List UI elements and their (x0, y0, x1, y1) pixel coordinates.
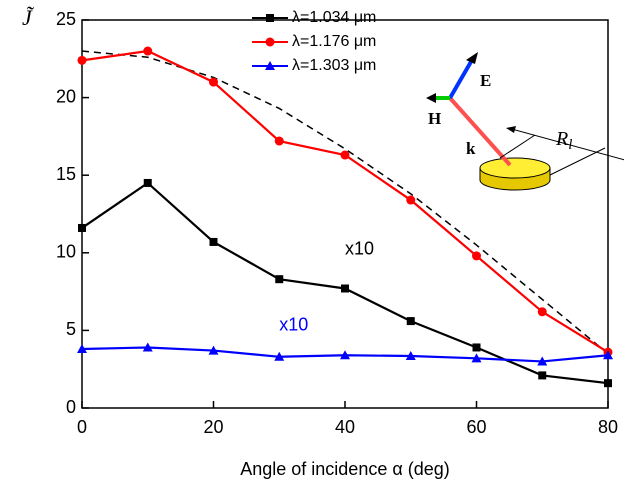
marker (208, 345, 219, 355)
annotation: x10 (279, 314, 308, 334)
marker (472, 343, 481, 352)
dimension-line (507, 127, 624, 161)
marker (209, 77, 218, 87)
marker (472, 251, 481, 261)
marker (406, 317, 415, 326)
y-tick-label: 5 (66, 319, 76, 339)
dimension-line (499, 134, 536, 159)
legend-marker (265, 37, 275, 47)
marker (275, 275, 284, 284)
marker (604, 379, 612, 388)
marker (603, 350, 613, 360)
arrow (506, 126, 516, 133)
marker (274, 351, 285, 361)
disk-top (479, 157, 551, 179)
inset: E H k Rl (426, 52, 624, 191)
marker (537, 307, 547, 317)
arrow (426, 93, 436, 103)
y-tick-label: 20 (56, 86, 76, 106)
marker (471, 353, 482, 363)
x-tick-label: 0 (77, 417, 87, 437)
k-vector (448, 96, 512, 167)
legend-label: λ=1.303 μm (292, 57, 376, 74)
x-axis-label: Angle of incidence α (deg) (240, 459, 450, 479)
x-tick-label: 40 (335, 417, 355, 437)
marker (406, 195, 416, 205)
legend-marker (265, 61, 275, 70)
marker (142, 342, 153, 352)
y-axis-label: J̃ (22, 5, 35, 30)
marker (537, 356, 548, 366)
marker (77, 344, 87, 354)
inset-label: H (428, 109, 441, 128)
plot-frame (81, 19, 609, 409)
arrow (466, 52, 478, 64)
inset-label: Rl (555, 128, 572, 154)
marker (274, 136, 284, 146)
series-line (81, 49, 609, 354)
inset-label: E (480, 71, 491, 90)
inset-subscript: l (568, 137, 572, 153)
marker (405, 351, 416, 361)
x-tick-label: 20 (203, 417, 223, 437)
marker (77, 55, 87, 65)
marker (209, 237, 218, 246)
dashed-curve (81, 50, 609, 355)
marker (78, 223, 86, 232)
y-tick-label: 0 (66, 397, 76, 417)
marker (341, 284, 349, 293)
e-vector (448, 58, 474, 100)
marker (340, 350, 350, 360)
legend-label: λ=1.034 μm (292, 9, 376, 26)
legend-label: λ=1.176 μm (292, 33, 376, 50)
annotation: x10 (345, 238, 374, 258)
marker (143, 178, 152, 187)
legend-marker (266, 14, 274, 22)
inset-label: R (555, 128, 568, 150)
marker (538, 371, 547, 380)
y-tick-label: 10 (56, 242, 76, 262)
y-tick-label: 15 (56, 164, 76, 184)
x-tick-label: 60 (466, 417, 486, 437)
x-tick-label: 80 (598, 417, 618, 437)
inset-label: k (466, 139, 476, 158)
y-tick-label: 25 (56, 9, 76, 29)
marker (340, 150, 350, 160)
marker (143, 46, 153, 56)
